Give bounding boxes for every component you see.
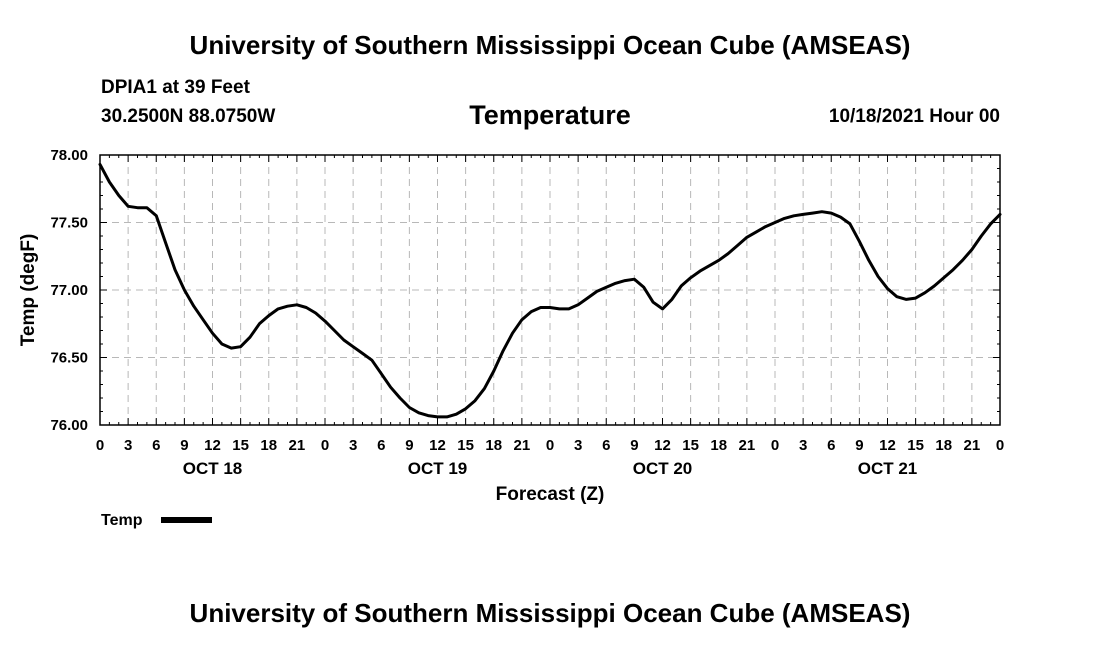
legend-label: Temp bbox=[101, 512, 143, 529]
x-tick-label: 21 bbox=[289, 437, 306, 454]
y-axis-label: Temp (degF) bbox=[18, 234, 39, 347]
x-tick-label: 18 bbox=[260, 437, 277, 454]
x-tick-label: 15 bbox=[457, 437, 474, 454]
x-tick-label: 6 bbox=[152, 437, 160, 454]
x-tick-label: 0 bbox=[321, 437, 329, 454]
x-tick-label: 9 bbox=[855, 437, 863, 454]
x-tick-label: 15 bbox=[232, 437, 249, 454]
forecast-timestamp: 10/18/2021 Hour 00 bbox=[828, 106, 1000, 127]
x-tick-label: 6 bbox=[602, 437, 610, 454]
station-label: DPIA1 at 39 Feet bbox=[101, 77, 250, 98]
temperature-series-line bbox=[98, 162, 1002, 419]
temperature-chart: 0 3 6 9 12 15 18 21 0 3 6 9 12 15 18 21 0 3 6 9 12 15 18 21 0 3 6 9… bbox=[18, 147, 1004, 529]
y-tick-label: 78.00 bbox=[50, 147, 88, 164]
x-tick-label: 0 bbox=[96, 437, 104, 454]
chart-title: Temperature bbox=[469, 100, 631, 130]
x-tick-label: 0 bbox=[546, 437, 554, 454]
x-tick-label: 3 bbox=[799, 437, 807, 454]
x-tick-label: 12 bbox=[204, 437, 221, 454]
x-tick-label: 9 bbox=[405, 437, 413, 454]
x-tick-label: 12 bbox=[654, 437, 671, 454]
x-tick-label: 6 bbox=[827, 437, 835, 454]
y-tick-label: 77.00 bbox=[50, 282, 88, 299]
x-tick-label: 3 bbox=[124, 437, 132, 454]
x-tick-label: 15 bbox=[682, 437, 699, 454]
legend: Temp bbox=[101, 512, 212, 529]
day-label: OCT 21 bbox=[858, 459, 918, 478]
x-axis-label: Forecast (Z) bbox=[496, 484, 605, 505]
day-label: OCT 18 bbox=[183, 459, 243, 478]
grid bbox=[100, 155, 1000, 425]
x-tick-label: 12 bbox=[429, 437, 446, 454]
plot-frame bbox=[99, 154, 1001, 426]
day-label: OCT 19 bbox=[408, 459, 468, 478]
x-tick-label: 6 bbox=[377, 437, 385, 454]
x-tick-label: 18 bbox=[935, 437, 952, 454]
x-tick-label: 18 bbox=[710, 437, 727, 454]
page-title: University of Southern Mississippi Ocean… bbox=[189, 30, 911, 60]
x-tick-label: 21 bbox=[964, 437, 981, 454]
series-layer bbox=[98, 162, 1002, 419]
x-tick-label: 21 bbox=[739, 437, 756, 454]
x-tick-label: 3 bbox=[349, 437, 357, 454]
y-tick-label: 76.50 bbox=[50, 350, 88, 367]
y-tick-label: 77.50 bbox=[50, 215, 88, 232]
x-tick-label: 18 bbox=[485, 437, 502, 454]
x-tick-label: 9 bbox=[180, 437, 188, 454]
x-tick-label: 0 bbox=[771, 437, 779, 454]
x-tick-label: 9 bbox=[630, 437, 638, 454]
day-label: OCT 20 bbox=[633, 459, 693, 478]
x-tick-label: 15 bbox=[907, 437, 924, 454]
x-tick-label: 12 bbox=[879, 437, 896, 454]
station-coordinates: 30.2500N 88.0750W bbox=[101, 106, 276, 127]
axis-labels: 0 3 6 9 12 15 18 21 0 3 6 9 12 15 18 21 0 3 6 9 12 15 18 21 0 3 6 9… bbox=[50, 147, 1004, 478]
y-tick-label: 76.00 bbox=[50, 417, 88, 434]
x-tick-label: 0 bbox=[996, 437, 1004, 454]
x-tick-label: 3 bbox=[574, 437, 582, 454]
x-tick-label: 21 bbox=[514, 437, 531, 454]
footer-title: University of Southern Mississippi Ocean… bbox=[189, 598, 911, 628]
